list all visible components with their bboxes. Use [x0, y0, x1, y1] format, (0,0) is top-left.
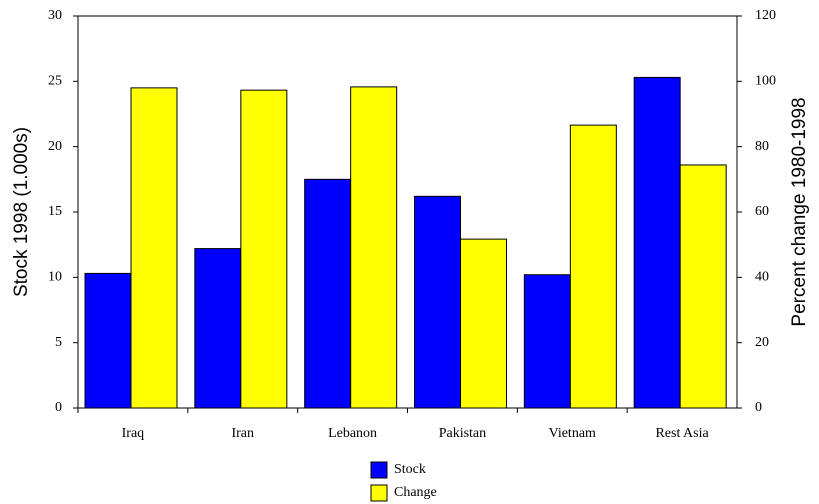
x-tick-label: Iraq	[122, 426, 145, 441]
bar	[460, 238, 507, 409]
y-tick-label: 25	[48, 74, 62, 89]
bar	[679, 164, 727, 409]
x-tick-label: Pakistan	[439, 426, 486, 441]
bar	[84, 272, 132, 409]
y2-tick-label: 120	[755, 8, 776, 23]
y2-axis-title: Percent change 1980-1998	[789, 97, 810, 326]
bar	[304, 178, 352, 409]
y2-tick-label: 40	[755, 270, 769, 285]
bar	[414, 195, 461, 409]
y-tick-label: 20	[48, 139, 62, 154]
bar	[130, 87, 178, 409]
y2-tick-label: 60	[755, 204, 769, 219]
y2-tick-label: 80	[755, 139, 769, 154]
y-tick-label: 10	[48, 270, 62, 285]
y2-tick-label: 0	[755, 400, 762, 415]
y2-tick-label: 100	[755, 74, 776, 89]
y-tick-label: 5	[55, 335, 62, 350]
y-tick-label: 15	[48, 204, 62, 219]
legend-swatch	[370, 461, 388, 479]
bar	[194, 248, 242, 409]
legend-label: Stock	[394, 462, 426, 477]
x-tick-label: Rest Asia	[655, 426, 709, 441]
bar	[350, 86, 398, 409]
bar	[633, 76, 681, 409]
y-tick-label: 0	[55, 400, 62, 415]
x-tick-label: Lebanon	[328, 426, 377, 441]
x-tick-label: Iran	[231, 426, 254, 441]
bar	[523, 274, 571, 409]
y-tick-label: 30	[48, 8, 62, 23]
bar	[569, 124, 617, 409]
legend-swatch	[370, 484, 388, 502]
y2-tick-label: 20	[755, 335, 769, 350]
x-tick-label: Vietnam	[549, 426, 596, 441]
y-axis-title: Stock 1998 (1.000s)	[11, 127, 32, 297]
bar	[240, 89, 288, 409]
legend-label: Change	[394, 485, 437, 500]
